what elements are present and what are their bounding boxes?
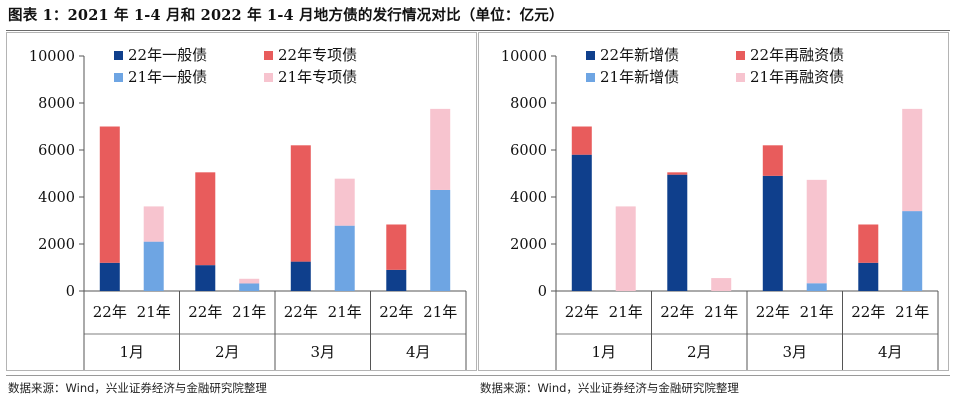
title-divider	[6, 30, 950, 32]
chart-left: 0 2000 4000 6000 8000 10000 22年 21年 1月 22年 21年 2月 22…	[6, 32, 478, 376]
bar-segment	[571, 126, 592, 155]
bottom-divider	[6, 375, 950, 376]
month-label: 1月	[119, 343, 144, 361]
bar-segment	[615, 206, 636, 291]
bar-segment	[902, 211, 923, 291]
legend-label: 21年专项债	[278, 68, 357, 86]
source-note-right: 数据来源：Wind，兴业证券经济与金融研究院整理	[480, 381, 739, 395]
month-label: 2月	[687, 343, 712, 361]
legend-swatch	[586, 73, 595, 82]
chart-frame	[6, 32, 477, 371]
legend-swatch	[114, 51, 123, 60]
y-tick-label: 8000	[38, 96, 75, 112]
bar-segment	[290, 145, 311, 262]
chart-right: 0 2000 4000 6000 8000 10000 22年 21年 1月 22年 21年 2月 22…	[478, 32, 950, 376]
bar-segment	[667, 174, 688, 291]
year-label: 21年	[137, 303, 171, 321]
legend-label: 22年新增债	[600, 46, 679, 64]
month-label: 2月	[215, 343, 240, 361]
y-tick-label: 4000	[510, 190, 547, 206]
bar-segment	[386, 269, 407, 291]
bar-segment	[858, 224, 879, 263]
y-tick-label: 8000	[510, 96, 547, 112]
legend-swatch	[586, 51, 595, 60]
bar-segment	[239, 283, 260, 291]
bar-segment	[571, 154, 592, 291]
year-label: 21年	[895, 303, 929, 321]
month-label: 3月	[782, 343, 807, 361]
y-tick-label: 0	[538, 284, 547, 300]
bar-segment	[334, 225, 355, 291]
figure-title: 图表 1：2021 年 1-4 月和 2022 年 1-4 月地方债的发行情况对…	[8, 7, 564, 24]
y-tick-label: 6000	[38, 143, 75, 159]
bar-segment	[806, 283, 827, 291]
bar-segment	[762, 145, 783, 176]
legend-swatch	[736, 51, 745, 60]
bar-segment	[762, 175, 783, 291]
bar-segment	[99, 126, 120, 263]
y-tick-label: 2000	[510, 237, 547, 253]
chart-left-svg: 0 2000 4000 6000 8000 10000 22年 21年 1月 22年 21年 2月 22…	[6, 32, 477, 371]
year-label: 22年	[379, 303, 413, 321]
year-label: 22年	[851, 303, 885, 321]
y-tick-label: 4000	[38, 190, 75, 206]
bar-segment	[711, 278, 732, 291]
y-tick-label: 10000	[501, 49, 547, 65]
y-tick-label: 0	[66, 284, 75, 300]
bar-segment	[667, 172, 688, 175]
month-label: 4月	[406, 343, 431, 361]
bar-segment	[902, 108, 923, 212]
source-note-left: 数据来源：Wind，兴业证券经济与金融研究院整理	[8, 381, 267, 395]
bar-segment	[290, 261, 311, 291]
legend-swatch	[264, 51, 273, 60]
legend-label: 21年新增债	[600, 68, 679, 86]
legend-label: 22年再融资债	[750, 46, 844, 64]
bar-segment	[430, 108, 451, 190]
bar-segment	[334, 178, 355, 226]
year-label: 22年	[660, 303, 694, 321]
bar-segment	[143, 206, 164, 242]
year-label: 22年	[756, 303, 790, 321]
bar-segment	[195, 265, 216, 291]
legend-label: 22年专项债	[278, 46, 357, 64]
bar-segment	[806, 179, 827, 284]
year-label: 22年	[93, 303, 127, 321]
bar-segment	[195, 172, 216, 266]
legend-label: 22年一般债	[128, 46, 207, 64]
year-label: 21年	[328, 303, 362, 321]
year-label: 21年	[800, 303, 834, 321]
chart-right-svg: 0 2000 4000 6000 8000 10000 22年 21年 1月 22年 21年 2月 22…	[478, 32, 949, 371]
legend-label: 21年再融资债	[750, 68, 844, 86]
bar-segment	[386, 224, 407, 270]
legend-swatch	[264, 73, 273, 82]
y-tick-label: 2000	[38, 237, 75, 253]
month-label: 3月	[310, 343, 335, 361]
bar-segment	[858, 262, 879, 291]
bar-segment	[430, 189, 451, 291]
year-label: 22年	[565, 303, 599, 321]
y-tick-label: 6000	[510, 143, 547, 159]
legend-label: 21年一般债	[128, 68, 207, 86]
bar-segment	[239, 278, 260, 284]
year-label: 22年	[188, 303, 222, 321]
legend-swatch	[114, 73, 123, 82]
chart-frame	[478, 32, 949, 371]
y-tick-label: 10000	[29, 49, 75, 65]
year-label: 21年	[609, 303, 643, 321]
year-label: 21年	[704, 303, 738, 321]
legend-swatch	[736, 73, 745, 82]
year-label: 22年	[284, 303, 318, 321]
bar-segment	[99, 262, 120, 291]
bar-segment	[143, 241, 164, 291]
month-label: 1月	[591, 343, 616, 361]
year-label: 21年	[423, 303, 457, 321]
month-label: 4月	[878, 343, 903, 361]
year-label: 21年	[232, 303, 266, 321]
